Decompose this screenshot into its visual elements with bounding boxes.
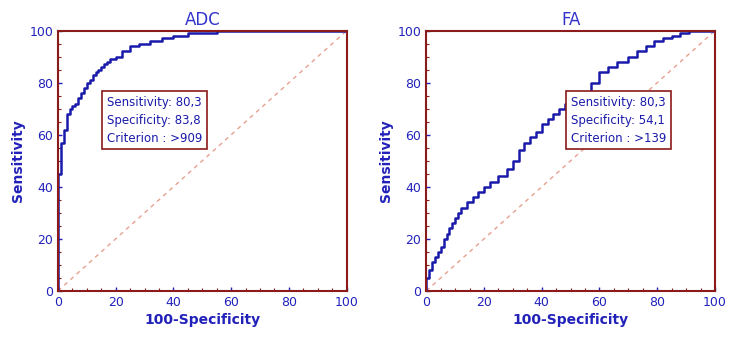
Title: ADC: ADC <box>184 11 220 29</box>
Y-axis label: Sensitivity: Sensitivity <box>11 119 25 202</box>
X-axis label: 100-Specificity: 100-Specificity <box>513 313 629 327</box>
Text: Sensitivity: 80,3
Specificity: 54,1
Criterion : >139: Sensitivity: 80,3 Specificity: 54,1 Crit… <box>570 96 666 145</box>
X-axis label: 100-Specificity: 100-Specificity <box>144 313 261 327</box>
Text: Sensitivity: 80,3
Specificity: 83,8
Criterion : >909: Sensitivity: 80,3 Specificity: 83,8 Crit… <box>107 96 202 145</box>
Title: FA: FA <box>561 11 580 29</box>
Y-axis label: Sensitivity: Sensitivity <box>379 119 393 202</box>
